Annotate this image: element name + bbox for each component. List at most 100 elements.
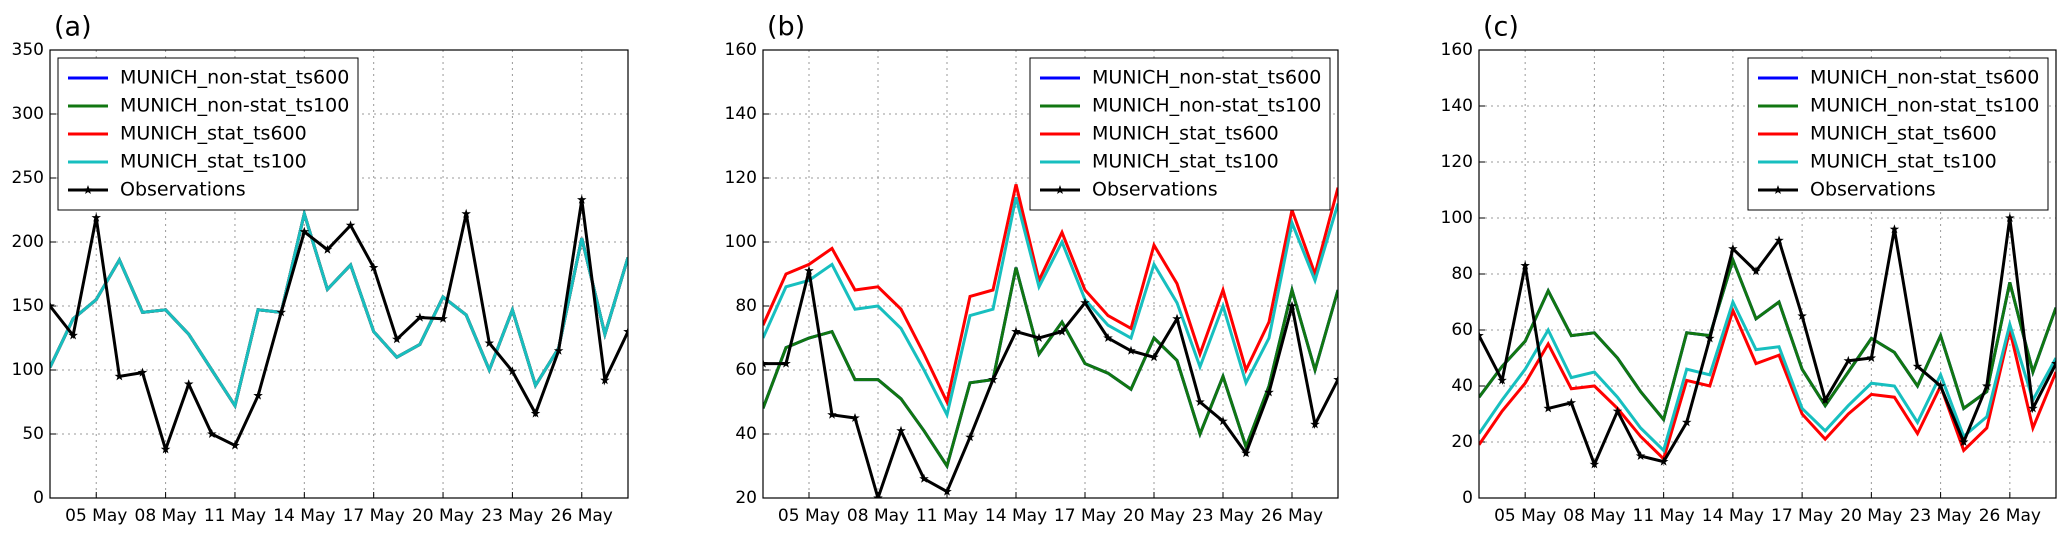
x-tick-label: 05 May — [1494, 506, 1556, 526]
y-tick-label: 200 — [12, 232, 44, 252]
y-tick-label: 250 — [12, 168, 44, 188]
axes-frame — [762, 49, 1339, 499]
x-tick-label: 23 May — [481, 506, 543, 526]
marker — [345, 220, 356, 230]
marker — [1126, 345, 1136, 355]
x-tick-label: 26 May — [1979, 506, 2041, 526]
legend-label: Observations — [1092, 179, 1218, 201]
y-tick-label: 40 — [1451, 376, 1473, 396]
x-tick-label: 17 May — [1054, 506, 1116, 526]
marker — [1866, 353, 1877, 362]
y-tick-label: 160 — [1441, 40, 1473, 60]
marker — [1520, 260, 1530, 270]
legend-label: MUNICH_stat_ts600 — [1810, 123, 1997, 145]
marker — [1774, 235, 1784, 245]
x-tick-label: 23 May — [1192, 506, 1254, 526]
legend-label: MUNICH_stat_ts100 — [1092, 151, 1279, 173]
y-tick-label: 350 — [12, 40, 44, 60]
y-tick-label: 60 — [735, 360, 757, 380]
subplot-title: (b) — [767, 12, 805, 43]
x-tick-label: 26 May — [1261, 506, 1323, 526]
legend: MUNICH_non-stat_ts600 MUNICH_non-stat_ts1… — [1029, 57, 1331, 211]
y-tick-label: 40 — [735, 424, 757, 444]
y-tick-label: 20 — [735, 488, 757, 508]
series-line — [763, 196, 1338, 420]
marker — [1218, 416, 1228, 426]
marker — [392, 334, 402, 344]
x-tick-label: 05 May — [65, 506, 127, 526]
marker — [1057, 326, 1067, 336]
y-tick-label: 140 — [1441, 96, 1473, 116]
marker — [600, 375, 610, 385]
series-line — [50, 208, 628, 410]
marker — [230, 440, 240, 450]
y-tick-label: 80 — [735, 296, 757, 316]
marker — [1751, 266, 1761, 276]
marker — [1635, 451, 1646, 460]
marker — [322, 244, 333, 254]
legend: MUNICH_non-stat_ts600 MUNICH_non-stat_ts1… — [57, 57, 359, 211]
marker — [160, 444, 171, 454]
marker — [1080, 297, 1090, 307]
x-tick-label: 11 May — [1633, 506, 1695, 526]
y-tick-label: 150 — [12, 296, 44, 316]
marker — [2005, 213, 2015, 222]
legend-label: MUNICH_non-stat_ts100 — [120, 95, 349, 117]
series-line — [1479, 306, 2056, 462]
subplot: (a) 0 50 100 150 200 250 300 350 05 May 08 May 11 M… — [12, 12, 629, 526]
x-tick-label: 08 May — [847, 506, 909, 526]
y-tick-label: 0 — [1462, 488, 1473, 508]
legend-label: MUNICH_non-stat_ts600 — [1092, 67, 1321, 89]
marker — [827, 409, 837, 419]
legend-label: MUNICH_stat_ts100 — [1810, 151, 1997, 173]
y-tick-label: 50 — [22, 424, 44, 444]
y-tick-label: 120 — [725, 168, 757, 188]
x-tick-label: 14 May — [1702, 506, 1764, 526]
legend-label: Observations — [120, 179, 246, 201]
marker — [988, 374, 998, 384]
marker — [415, 312, 425, 322]
marker — [763, 358, 768, 368]
marker — [1935, 381, 1946, 390]
x-tick-label: 05 May — [778, 506, 840, 526]
marker — [1310, 419, 1320, 429]
y-tick-label: 0 — [33, 488, 44, 508]
x-tick-label: 08 May — [1563, 506, 1625, 526]
marker — [850, 413, 860, 422]
y-tick-label: 20 — [1451, 432, 1473, 452]
axes-frame — [1478, 49, 2057, 499]
marker — [1241, 448, 1251, 458]
plot-lines — [763, 184, 1338, 498]
x-tick-label: 17 May — [343, 506, 405, 526]
y-tick-label: 100 — [725, 232, 757, 252]
series-line — [1479, 255, 2056, 423]
series-line — [50, 199, 628, 455]
marker — [137, 367, 148, 377]
x-tick-label: 11 May — [916, 506, 978, 526]
marker — [1982, 381, 1992, 390]
marker — [438, 313, 448, 323]
marker — [1658, 456, 1669, 466]
marker — [1543, 403, 1553, 413]
marker — [1705, 333, 1715, 343]
legend-label: MUNICH_non-stat_ts600 — [1810, 67, 2039, 89]
marker — [530, 408, 541, 418]
marker — [1589, 459, 1600, 469]
marker — [1612, 406, 1623, 416]
marker — [1843, 355, 1853, 365]
marker — [965, 432, 975, 442]
marker — [50, 301, 55, 310]
x-tick-label: 26 May — [551, 506, 613, 526]
subplot-title: (a) — [54, 12, 92, 43]
y-tick-label: 300 — [12, 104, 44, 124]
marker — [919, 473, 929, 483]
legend-marker — [83, 185, 93, 194]
y-tick-label: 140 — [725, 104, 757, 124]
marker — [253, 390, 263, 400]
marker — [507, 366, 518, 376]
y-tick-label: 160 — [725, 40, 757, 60]
subplot: (b) 20 40 60 80 100 120 140 160 05 May 08 May 11 Ma… — [725, 12, 1339, 526]
marker — [577, 194, 587, 204]
plot-lines — [1479, 213, 2056, 469]
